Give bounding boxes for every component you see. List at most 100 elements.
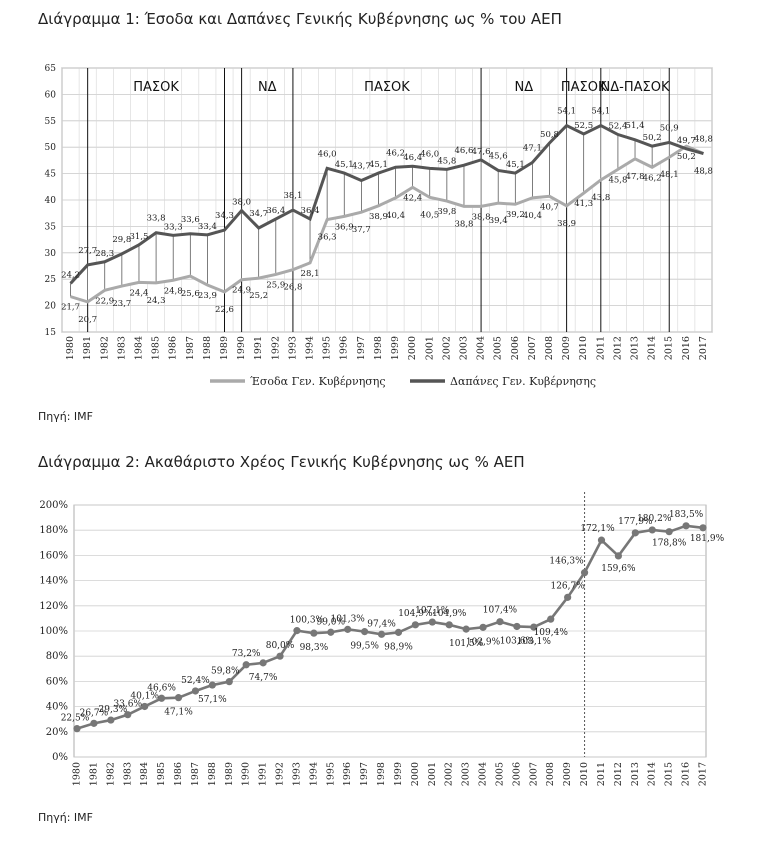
chart1-expenditure-label: 31,5 — [130, 232, 149, 242]
chart1-expenditure-label: 50,8 — [540, 130, 559, 140]
chart1-y-tick-label: 45 — [45, 170, 57, 180]
chart1-x-tick-label: 1993 — [287, 336, 298, 360]
chart2-x-tick-label: 1989 — [224, 762, 235, 786]
chart2-debt-point — [479, 623, 487, 631]
chart1-revenue-label: 20,7 — [78, 315, 97, 325]
chart1-revenue-label: 25,6 — [181, 289, 200, 299]
chart1-expenditure-label: 46,0 — [420, 149, 439, 159]
chart1-x-tick-label: 1983 — [116, 336, 127, 360]
chart2-x-tick-label: 2007 — [528, 762, 539, 786]
chart1-expenditure-label: 36,4 — [301, 206, 320, 216]
chart2-y-tick-label: 0% — [52, 752, 68, 763]
chart1-period-label: ΠΑΣΟΚ — [364, 80, 410, 95]
chart2-x-tick-label: 1981 — [88, 762, 99, 786]
chart2-x-tick-label: 1988 — [207, 762, 218, 786]
chart2-debt-point — [124, 711, 132, 719]
chart2-debt-label: 181,9% — [690, 534, 725, 544]
chart1-x-tick-label: 2000 — [407, 336, 418, 360]
chart2-debt-point — [665, 528, 673, 536]
chart2-debt-label: 98,9% — [384, 642, 413, 652]
chart1-x-tick-label: 1984 — [133, 336, 144, 360]
chart1-revenue-label: 43,8 — [591, 193, 610, 203]
chart1-y-tick-label: 35 — [45, 222, 57, 232]
chart2-debt-point — [276, 652, 284, 660]
chart1-y-tick-label: 40 — [45, 196, 57, 206]
chart2-debt-label: 102,9% — [466, 637, 501, 647]
chart2-x-tick-label: 1999 — [393, 762, 404, 786]
chart1-x-tick-label: 1981 — [82, 336, 93, 360]
chart2-debt-point — [428, 618, 436, 626]
chart2-x-tick-label: 1986 — [173, 762, 184, 786]
chart2-x-tick-label: 1984 — [139, 762, 150, 786]
chart2-debt-label: 177,9% — [618, 517, 653, 527]
chart1-period-label: ΠΑΣΟΚ — [561, 80, 607, 95]
chart2-debt-label: 29,3% — [99, 705, 128, 715]
chart2-debt-label: 159,6% — [601, 564, 636, 574]
chart1-expenditure-label: 46,4 — [403, 153, 422, 163]
chart1-x-tick-label: 2006 — [510, 336, 521, 360]
chart1-x-tick-label: 1991 — [253, 336, 264, 360]
chart1-revenue-label: 25,9 — [266, 280, 285, 290]
chart2-x-tick-label: 1997 — [359, 762, 370, 786]
chart1-x-tick-label: 2016 — [681, 336, 692, 360]
chart1-expenditure-label: 54,1 — [557, 107, 576, 117]
chart1-revenue-label: 38,8 — [455, 219, 474, 229]
chart1-expenditure-label: 33,8 — [147, 214, 166, 224]
chart2-debt-point — [310, 629, 318, 637]
chart1-svg: 15 20 25 30 35 40 45 50 55 60 65 1980 1981 1982 1983 19… — [45, 64, 713, 388]
chart1-expenditure-label: 38,1 — [283, 191, 302, 201]
chart1-x-tick-label: 1999 — [390, 336, 401, 360]
chart2-debt-label: 183,5% — [669, 510, 704, 520]
chart2-x-tick-label: 2015 — [664, 762, 675, 786]
chart1-x-tick-label: 2011 — [595, 336, 606, 360]
chart2-debt-point — [208, 681, 216, 689]
chart2-x-tick-label: 2002 — [444, 762, 455, 786]
chart2-debt-point — [225, 678, 233, 686]
chart2-x-tick-label: 1991 — [258, 762, 269, 786]
chart1-expenditure-label: 34,7 — [249, 209, 268, 219]
chart1-expenditure-label: 48,8 — [694, 135, 713, 145]
chart1-revenue-label: 23,7 — [112, 299, 131, 309]
chart2-y-tick-label: 120% — [39, 601, 68, 612]
chart2-x-tick-label: 2005 — [494, 762, 505, 786]
chart1-legend-label-revenue: Έσοδα Γεν. Κυβέρνησης — [250, 375, 386, 388]
chart1-expenditure-label: 46,6 — [455, 146, 474, 156]
chart1-period-label: ΝΔ — [258, 80, 277, 95]
chart1-y-tick-label: 30 — [45, 249, 57, 259]
chart1-x-tick-label: 2005 — [493, 336, 504, 360]
chart2-x-tick-label: 2017 — [698, 762, 709, 786]
chart2-x-tick-label: 2000 — [410, 762, 421, 786]
chart2-debt-point — [293, 627, 301, 635]
chart1-y-tick-label: 65 — [45, 64, 57, 74]
chart2-x-tick-label: 1998 — [376, 762, 387, 786]
chart1-expenditure-label: 27,7 — [78, 246, 97, 256]
chart2-debt-point — [394, 628, 403, 636]
chart2-x-tick-label: 2011 — [596, 762, 607, 786]
chart2-debt-point — [614, 552, 623, 560]
chart1-revenue-label: 40,4 — [386, 211, 405, 221]
chart1-revenue-label: 37,7 — [352, 225, 371, 235]
chart2-debt-point — [597, 536, 606, 544]
chart2-debt-label: 146,3% — [549, 557, 584, 567]
chart1-expenditure-line — [69, 123, 704, 285]
chart1-expenditure-label: 33,6 — [181, 215, 200, 225]
chart1-revenue-label: 38,8 — [472, 212, 491, 222]
chart1-x-tick-label: 2013 — [630, 336, 641, 360]
chart1-expenditure-label: 28,3 — [95, 249, 114, 259]
chart1-x-tick-label: 1992 — [270, 336, 281, 360]
chart2-debt-label: 99,0% — [316, 617, 345, 627]
chart1-revenue-label: 40,4 — [523, 211, 542, 221]
chart2-debt-point — [73, 725, 81, 733]
chart1-period-label: ΝΔ-ΠΑΣΟΚ — [601, 80, 670, 95]
chart2-debt-point — [107, 716, 115, 724]
chart1-expenditure-label: 36,4 — [266, 206, 285, 216]
chart2-debt-label: 109,4% — [534, 628, 569, 638]
chart1-expenditure-label: 45,1 — [506, 160, 525, 170]
chart2-debt-point — [259, 659, 267, 667]
chart1-x-tick-label: 1990 — [236, 336, 247, 360]
chart1-expenditure-label: 46,0 — [318, 149, 337, 159]
chart2-debt-point — [377, 630, 386, 638]
chart1-expenditure-label: 34,3 — [215, 211, 234, 221]
chart1-revenue-label: 38,9 — [369, 212, 388, 222]
